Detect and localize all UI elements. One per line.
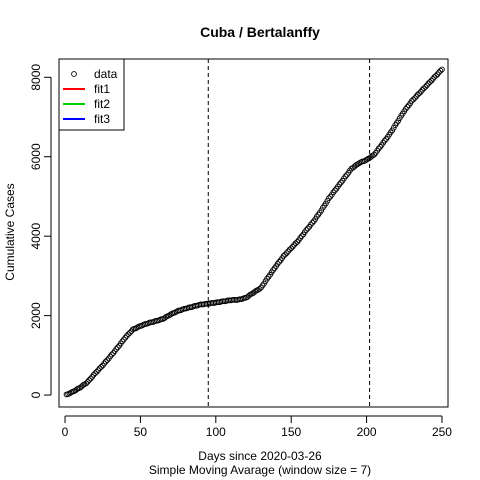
x-tick-label: 150 [281, 425, 301, 439]
data-point [439, 66, 445, 73]
data-point [127, 330, 133, 336]
legend-label-fit2: fit2 [94, 97, 110, 111]
data-point [282, 251, 289, 258]
y-tick-label: 4000 [29, 223, 43, 250]
legend-label-fit1: fit1 [94, 82, 110, 96]
x-tick-label: 50 [134, 425, 148, 439]
data-point [102, 358, 109, 365]
x-tick-label: 0 [62, 425, 69, 439]
data-point [98, 364, 105, 370]
data-point [437, 67, 444, 74]
data-point [294, 239, 301, 245]
data-point [288, 245, 295, 252]
plot-frame [58, 58, 449, 408]
y-tick-label: 0 [29, 391, 43, 398]
data-point [421, 85, 427, 92]
data-point [167, 311, 174, 318]
data-point [303, 227, 310, 233]
data-point [123, 332, 130, 339]
data-point [371, 151, 377, 158]
chart-subtitle: Simple Moving Avarage (window size = 7) [149, 463, 371, 477]
data-point [297, 235, 304, 241]
divider-lines [207, 59, 371, 407]
data-point [338, 179, 344, 186]
data-point [419, 86, 426, 93]
x-axis: 0 50 100 150 200 250 [62, 415, 452, 439]
data-point [410, 96, 417, 103]
data-points [63, 66, 445, 398]
legend-label-data: data [94, 67, 118, 81]
data-point [375, 145, 382, 152]
y-axis-label: Cumulative Cases [3, 183, 17, 280]
x-tick-label: 100 [206, 425, 226, 439]
data-point [304, 225, 311, 232]
data-point [309, 219, 316, 226]
y-tick-label: 2000 [29, 302, 43, 329]
data-point [125, 331, 132, 337]
data-point [93, 369, 100, 375]
data-point [113, 346, 120, 352]
legend-label-fit3: fit3 [94, 112, 110, 126]
data-point [276, 259, 282, 265]
x-tick-label: 250 [432, 425, 452, 439]
data-point [114, 344, 121, 351]
y-tick-label: 6000 [29, 143, 43, 170]
chart-title: Cuba / Bertalanffy [200, 24, 320, 40]
data-point [108, 351, 115, 358]
data-point [416, 90, 423, 97]
data-point [90, 371, 97, 378]
data-point [363, 156, 370, 163]
data-point [323, 200, 329, 207]
data-point [436, 69, 442, 76]
y-axis: 0 2000 4000 6000 8000 [29, 64, 52, 398]
data-point [404, 104, 411, 110]
x-tick-label: 200 [357, 425, 377, 439]
data-point [292, 240, 299, 247]
data-point [66, 390, 73, 397]
legend-symbol-data [71, 71, 77, 77]
data-point [119, 338, 126, 345]
data-point [342, 173, 349, 180]
data-point [326, 195, 332, 202]
data-point [332, 187, 338, 194]
y-tick-label: 8000 [29, 64, 43, 91]
data-point [422, 84, 429, 90]
data-point [381, 137, 388, 144]
data-point [92, 370, 99, 376]
data-point [430, 75, 436, 82]
data-point [256, 286, 263, 292]
data-point [87, 375, 94, 382]
data-point [270, 267, 276, 273]
data-point [86, 377, 93, 383]
data-point [427, 79, 433, 85]
data-point [104, 357, 111, 364]
data-point [336, 181, 343, 188]
data-point [285, 248, 292, 255]
data-point [291, 241, 298, 248]
data-point [252, 288, 258, 295]
data-point [413, 93, 420, 100]
data-point [433, 72, 439, 79]
data-point [298, 233, 305, 240]
x-axis-label: Days since 2020-03-26 [198, 449, 322, 463]
data-point [83, 380, 89, 387]
